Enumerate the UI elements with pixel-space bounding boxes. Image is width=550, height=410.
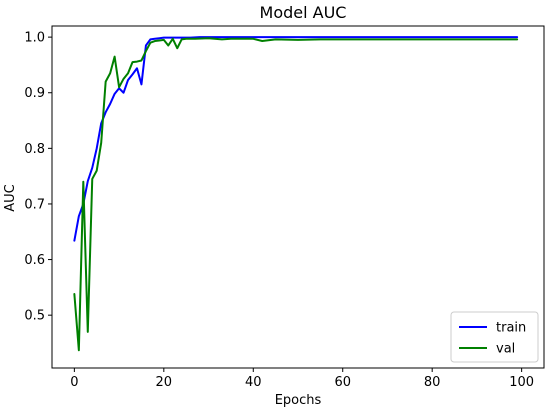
legend: train val <box>450 311 539 363</box>
y-tick-label: 1.0 <box>24 31 45 46</box>
y-axis-label: AUC <box>3 184 18 212</box>
y-tick-label: 0.7 <box>24 197 45 212</box>
legend-label-train: train <box>496 321 526 336</box>
y-tick-label: 0.9 <box>24 86 45 101</box>
x-tick-label: 80 <box>424 375 441 390</box>
legend-box <box>450 311 539 363</box>
y-tick-label: 0.5 <box>24 309 45 324</box>
series-line-val <box>73 37 519 352</box>
x-tick-label: 100 <box>509 375 534 390</box>
x-tick-label: 20 <box>156 375 173 390</box>
legend-label-val: val <box>496 342 515 357</box>
x-tick-label: 40 <box>245 375 262 390</box>
y-tick-label: 0.6 <box>24 253 45 268</box>
x-axis-label: Epochs <box>275 393 322 408</box>
x-tick-label: 60 <box>334 375 351 390</box>
y-tick-label: 0.8 <box>24 142 45 157</box>
plot-frame <box>51 25 545 369</box>
chart-title: Model AUC <box>260 3 347 22</box>
x-tick-label: 0 <box>70 375 78 390</box>
